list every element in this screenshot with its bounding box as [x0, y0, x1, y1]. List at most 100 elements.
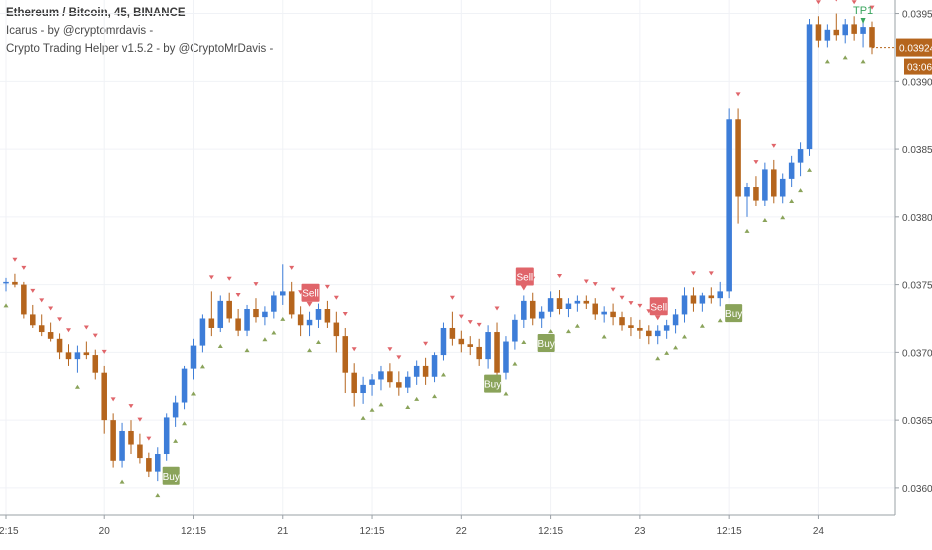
candle-body[interactable]	[101, 372, 107, 421]
candle-body[interactable]	[360, 384, 366, 394]
candle-body[interactable]	[351, 372, 357, 394]
candle-body[interactable]	[762, 169, 768, 201]
candle-body[interactable]	[431, 355, 438, 377]
sell-signal-label[interactable]	[515, 267, 534, 286]
candle-body[interactable]	[306, 319, 313, 326]
candle-body[interactable]	[521, 300, 527, 320]
candle-body[interactable]	[681, 295, 688, 315]
candle-body[interactable]	[708, 295, 715, 299]
candle-body[interactable]	[83, 352, 90, 356]
candle-body[interactable]	[244, 309, 250, 331]
buy-signal-label[interactable]	[484, 374, 502, 393]
candle-body[interactable]	[547, 298, 554, 312]
candle-body[interactable]	[253, 309, 259, 318]
buy-signal-label[interactable]	[162, 466, 180, 485]
candle-body[interactable]	[235, 318, 241, 331]
candle-body[interactable]	[503, 341, 509, 373]
candle-body[interactable]	[619, 317, 625, 326]
candle-body[interactable]	[485, 332, 491, 360]
candle-body[interactable]	[38, 325, 45, 333]
buy-signal-label[interactable]	[725, 304, 743, 323]
candle-body[interactable]	[735, 119, 741, 197]
candle-body[interactable]	[771, 169, 777, 197]
candle-body[interactable]	[628, 325, 634, 328]
indicator-icarus-label[interactable]: Icarus - by @cryptomrdavis -	[6, 25, 154, 37]
candle-body[interactable]	[654, 330, 661, 337]
candle-body[interactable]	[574, 300, 581, 304]
candle-body[interactable]	[92, 355, 99, 373]
candle-body[interactable]	[788, 162, 795, 179]
candle-body[interactable]	[378, 371, 384, 380]
candle-body[interactable]	[226, 300, 232, 319]
candle-body[interactable]	[815, 24, 822, 41]
symbol-title[interactable]: Ethereum / Bitcoin, 45, BINANCE	[6, 7, 186, 19]
candle-body[interactable]	[646, 330, 652, 337]
candle-body[interactable]	[637, 327, 643, 331]
candle-body[interactable]	[717, 291, 723, 299]
candle-body[interactable]	[592, 303, 599, 315]
candle-body[interactable]	[65, 352, 72, 360]
candle-body[interactable]	[190, 345, 197, 369]
candle-body[interactable]	[869, 27, 875, 48]
candle-body[interactable]	[529, 300, 536, 319]
candle-body[interactable]	[12, 281, 18, 285]
candle-body[interactable]	[21, 284, 27, 315]
candle-body[interactable]	[30, 314, 36, 326]
candle-body[interactable]	[663, 325, 670, 331]
candle-body[interactable]	[199, 318, 206, 346]
candle-body[interactable]	[172, 402, 179, 418]
candle-body[interactable]	[538, 311, 545, 319]
sell-signal-label[interactable]	[301, 283, 320, 302]
candle-body[interactable]	[860, 27, 866, 34]
candle-body[interactable]	[333, 322, 340, 337]
candle-body[interactable]	[422, 365, 429, 377]
candle-body[interactable]	[601, 311, 607, 315]
candle-body[interactable]	[779, 178, 786, 197]
candle-body[interactable]	[565, 303, 572, 309]
candle-body[interactable]	[3, 281, 9, 284]
candle-body[interactable]	[851, 24, 857, 34]
candle-body[interactable]	[690, 295, 697, 304]
candle-body[interactable]	[494, 332, 500, 373]
candle-body[interactable]	[324, 309, 331, 323]
sell-signal-label[interactable]	[649, 297, 668, 316]
candle-body[interactable]	[110, 420, 116, 461]
candle-body[interactable]	[797, 149, 804, 163]
candle-body[interactable]	[467, 344, 474, 347]
candle-body[interactable]	[753, 187, 759, 201]
candle-body[interactable]	[806, 24, 813, 150]
indicator-helper-label[interactable]: Crypto Trading Helper v1.5.2 - by @Crypt…	[6, 43, 274, 55]
candle-body[interactable]	[672, 314, 679, 326]
candle-body[interactable]	[413, 365, 420, 377]
candle-body[interactable]	[137, 444, 143, 459]
candle-body[interactable]	[726, 119, 732, 292]
candle-body[interactable]	[512, 319, 518, 342]
candle-body[interactable]	[387, 371, 393, 383]
candle-body[interactable]	[128, 430, 134, 445]
candle-body[interactable]	[181, 368, 188, 403]
candle-body[interactable]	[440, 327, 447, 356]
candle-body[interactable]	[271, 295, 277, 312]
candle-body[interactable]	[217, 300, 224, 328]
candle-body[interactable]	[583, 300, 590, 304]
candle-body[interactable]	[842, 24, 848, 36]
candle-body[interactable]	[449, 327, 456, 339]
candle-body[interactable]	[119, 430, 125, 461]
candle-body[interactable]	[146, 458, 152, 472]
candle-body[interactable]	[163, 417, 170, 455]
candle-body[interactable]	[833, 29, 840, 36]
candle-body[interactable]	[208, 318, 215, 328]
candle-body[interactable]	[288, 291, 295, 315]
candle-body[interactable]	[824, 29, 831, 41]
candle-body[interactable]	[699, 295, 706, 304]
candle-body[interactable]	[56, 338, 63, 353]
candle-body[interactable]	[610, 311, 616, 318]
candle-body[interactable]	[279, 291, 286, 296]
candle-body[interactable]	[744, 187, 750, 197]
candle-body[interactable]	[556, 298, 563, 309]
candle-body[interactable]	[458, 338, 465, 345]
buy-signal-label[interactable]	[537, 333, 555, 352]
candle-body[interactable]	[74, 352, 81, 360]
candle-body[interactable]	[396, 382, 402, 388]
candle-body[interactable]	[297, 314, 304, 326]
